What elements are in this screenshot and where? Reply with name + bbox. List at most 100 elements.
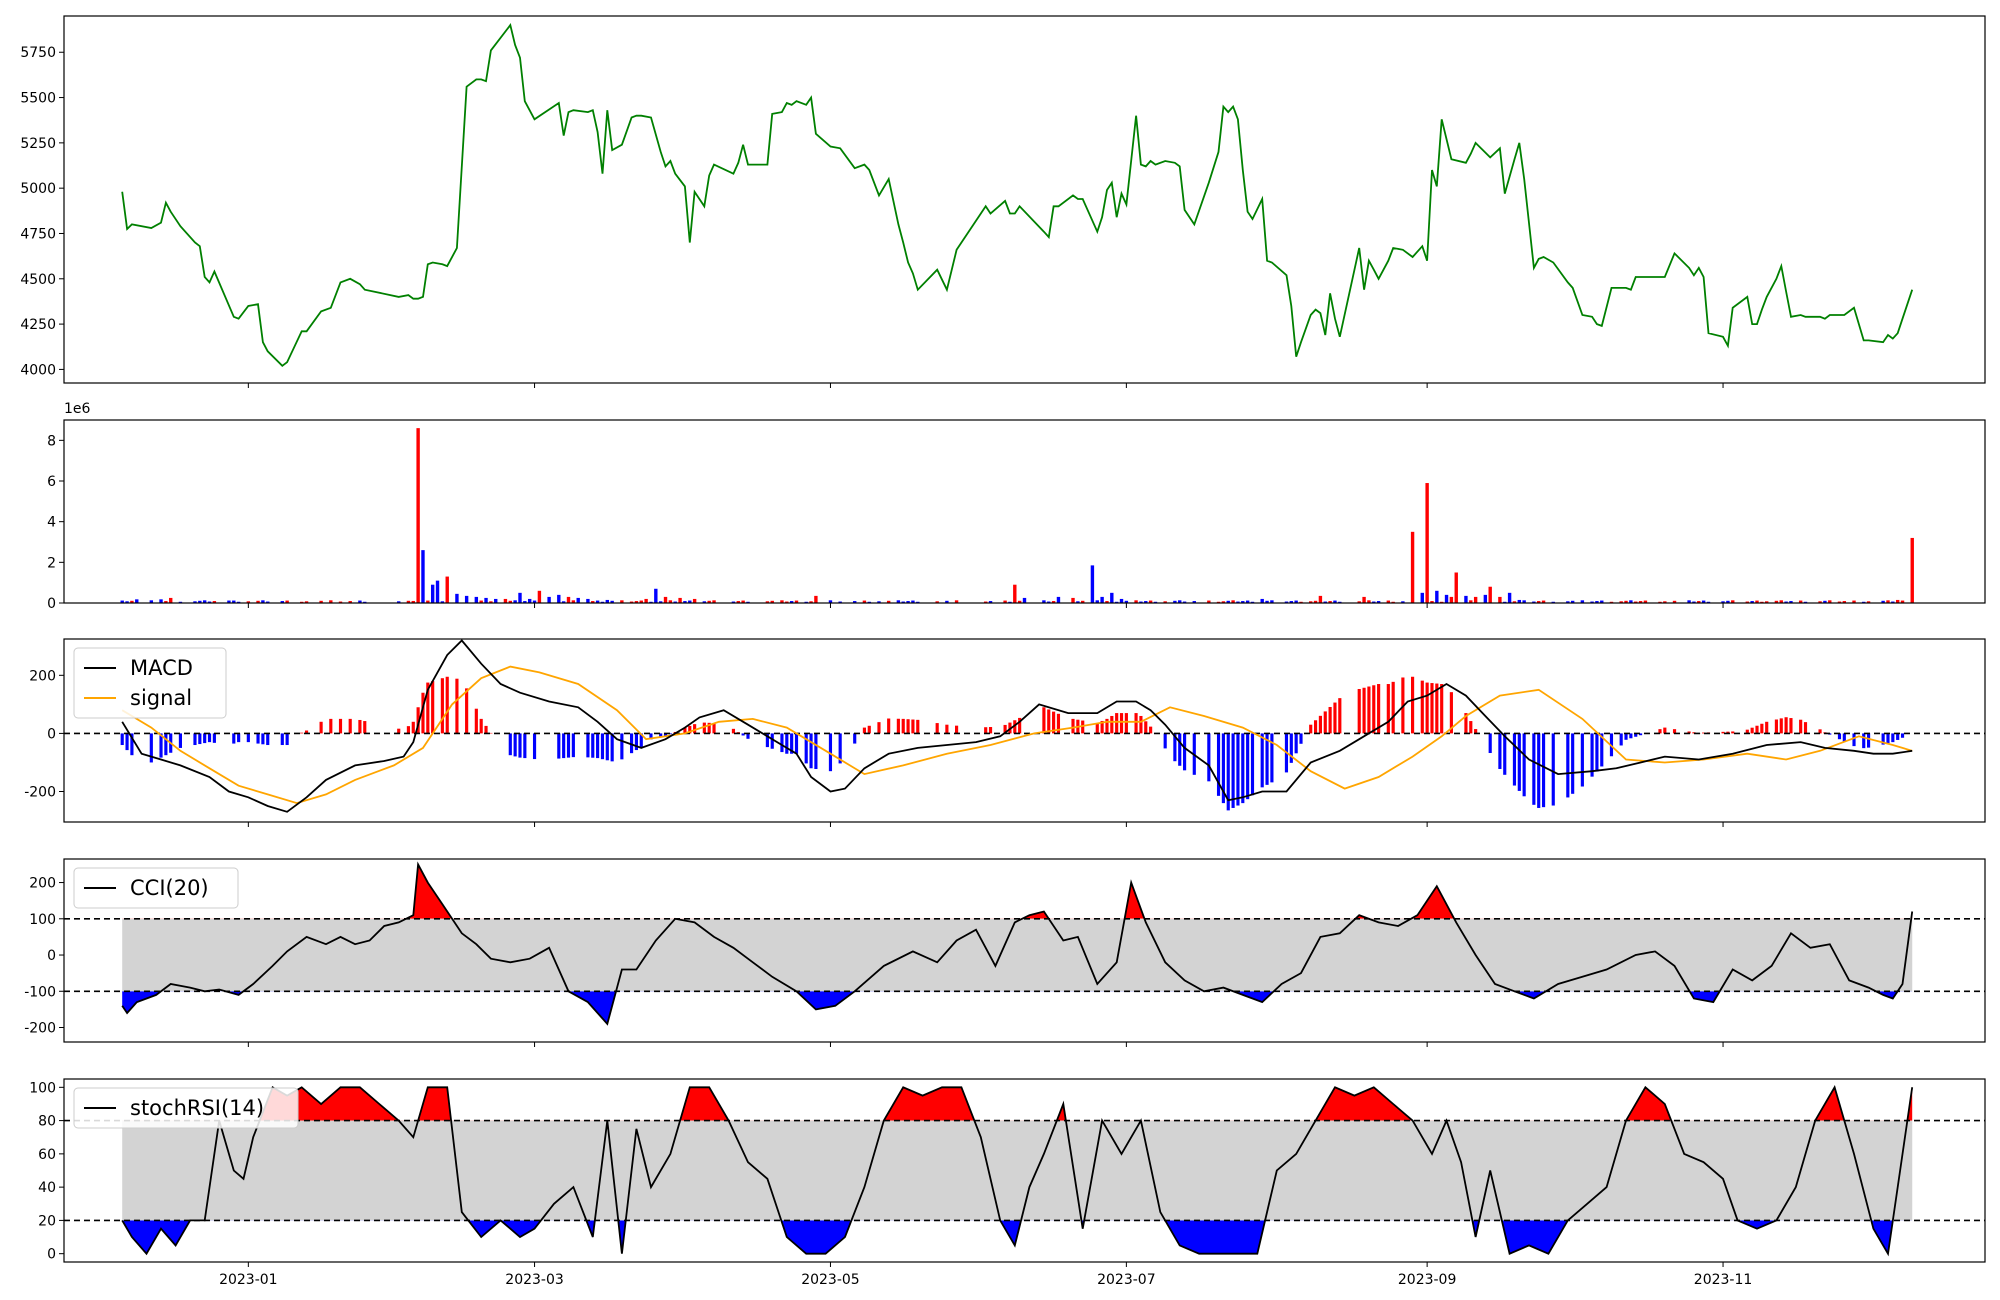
volume-bar xyxy=(518,592,522,603)
volume-bar xyxy=(576,597,580,603)
volume-bar xyxy=(1270,600,1274,603)
macd-histogram-bar xyxy=(712,723,716,734)
volume-bar xyxy=(1309,601,1313,603)
volume-bar xyxy=(430,584,435,603)
volume-bar xyxy=(804,601,808,603)
macd-histogram-bar xyxy=(1862,733,1866,749)
cci-line xyxy=(121,861,1914,1026)
macd-histogram-bar xyxy=(984,727,988,734)
macd-histogram-bar xyxy=(1765,721,1769,734)
macd-histogram-bar xyxy=(1779,718,1783,734)
volume-bar xyxy=(828,600,833,603)
volume-bar xyxy=(1488,586,1492,603)
volume-bar xyxy=(1144,601,1148,603)
volume-bar xyxy=(406,600,411,603)
macd-histogram-bar xyxy=(571,733,575,758)
volume-bar xyxy=(397,601,401,603)
volume-bar xyxy=(1221,601,1226,603)
macd-histogram-bar xyxy=(397,728,401,734)
macd-histogram-bar xyxy=(794,733,799,754)
volume-bar xyxy=(523,601,527,603)
macd-histogram-bar xyxy=(1042,707,1046,734)
volume-bar xyxy=(1697,601,1701,603)
volume-bar xyxy=(605,599,610,603)
macd-histogram-bar xyxy=(1726,731,1730,734)
volume-bar xyxy=(1376,601,1381,603)
volume-bar xyxy=(358,600,362,603)
volume-bar xyxy=(227,600,231,603)
macd-histogram-bar xyxy=(1124,713,1128,734)
macd-histogram-bar xyxy=(1115,713,1119,734)
volume-bar xyxy=(1192,601,1196,603)
macd-histogram-bar xyxy=(1634,733,1638,737)
volume-bar xyxy=(266,601,270,603)
volume-bar xyxy=(1236,601,1240,603)
volume-bar xyxy=(688,600,692,603)
macd-histogram-bar xyxy=(1013,720,1017,734)
neutral-band xyxy=(122,1120,1913,1221)
volume-bar xyxy=(479,600,483,603)
macd-histogram-bar xyxy=(1318,715,1322,734)
macd-histogram-bar xyxy=(862,727,866,734)
macd-histogram-bar xyxy=(702,722,706,734)
volume-bar xyxy=(1042,600,1046,603)
macd-histogram-bar xyxy=(1571,733,1575,794)
volume-bar xyxy=(440,601,445,603)
volume-bar xyxy=(1910,537,1914,603)
macd-histogram-bar xyxy=(1449,692,1453,734)
macd-histogram-bar xyxy=(261,733,265,745)
macd-histogram-bar xyxy=(1265,733,1269,785)
macd-histogram-bar xyxy=(203,733,207,744)
stochrsi-line xyxy=(121,1085,1914,1257)
macd-histogram-bar xyxy=(668,733,672,735)
macd-histogram-bar xyxy=(1498,733,1502,769)
volume-bar xyxy=(663,596,668,603)
macd-histogram-bar xyxy=(1774,719,1778,734)
volume-bar xyxy=(1701,600,1706,603)
macd-histogram-bar xyxy=(1328,706,1332,734)
volume-bar xyxy=(678,597,682,603)
volume-bar xyxy=(532,600,537,603)
macd-histogram-bar xyxy=(1289,733,1293,763)
legend-box xyxy=(73,1087,299,1129)
volume-bar xyxy=(649,601,653,603)
macd-histogram-bar xyxy=(1663,727,1667,734)
macd-histogram-bar xyxy=(605,733,609,761)
volume-bar xyxy=(1289,601,1294,603)
volume-bar xyxy=(644,598,648,603)
volume-bar xyxy=(1313,600,1318,603)
macd-histogram-bar xyxy=(629,733,634,754)
volume-bar xyxy=(135,599,139,603)
macd-histogram-bar xyxy=(125,733,129,751)
volume-bar xyxy=(1537,601,1541,603)
volume-bar xyxy=(300,601,304,603)
volume-bar xyxy=(1731,600,1735,603)
volume-bar xyxy=(983,601,988,603)
volume-bar xyxy=(1551,601,1555,603)
volume-bar xyxy=(1017,600,1022,603)
macd-histogram-bar xyxy=(440,678,444,734)
macd-histogram-bar xyxy=(1047,709,1051,734)
macd-histogram-bar xyxy=(867,725,871,734)
volume-bar xyxy=(489,601,493,603)
macd-histogram-bar xyxy=(1789,718,1793,734)
volume-bar xyxy=(1367,600,1371,603)
macd-histogram-bar xyxy=(804,733,808,764)
volume-bar xyxy=(280,601,284,603)
y-tick-label: -100 xyxy=(24,984,56,1000)
volume-bar xyxy=(877,601,881,603)
volume-bar xyxy=(1430,601,1434,603)
macd-histogram-bar xyxy=(1056,713,1061,734)
macd-histogram-bar xyxy=(1522,733,1526,797)
volume-bar xyxy=(1522,600,1526,603)
volume-bar xyxy=(906,601,910,603)
volume-bar xyxy=(1745,601,1749,603)
macd-histogram-bar xyxy=(363,721,367,734)
volume-bar xyxy=(1008,601,1012,603)
legend-label: MACD xyxy=(130,656,193,680)
volume-bar xyxy=(1231,600,1235,603)
volume-bar xyxy=(503,598,508,603)
macd-histogram-bar xyxy=(280,733,284,746)
volume-bar xyxy=(610,600,614,603)
